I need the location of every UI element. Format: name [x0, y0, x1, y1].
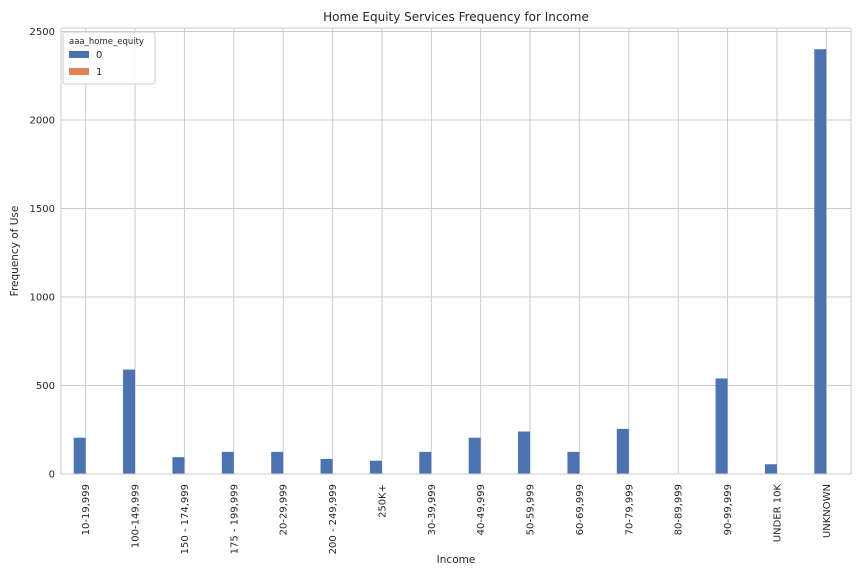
bar-layer	[73, 49, 827, 474]
bar-series-0-10	[567, 451, 580, 474]
x-tick-label: 100-149,999	[131, 484, 142, 548]
y-tick-label: 2500	[30, 27, 55, 38]
x-tick-label: 175 - 199,999	[229, 484, 240, 554]
x-tick-label: 50-59,999	[526, 484, 537, 535]
legend-label-0: 0	[96, 50, 102, 61]
x-tick-label: UNDER 10K	[772, 484, 783, 543]
bar-series-0-8	[468, 437, 481, 474]
bar-series-0-13	[715, 378, 728, 474]
plot-frame	[60, 27, 852, 475]
x-tick-label: 200 - 249,999	[328, 484, 339, 554]
x-tick-label: UNKNOWN	[822, 484, 833, 538]
legend: aaa_home_equity 0 1	[62, 31, 156, 85]
y-tick-label: 1500	[30, 204, 55, 215]
y-tick-label: 1000	[30, 293, 55, 304]
bar-series-0-11	[616, 428, 629, 474]
x-tick-label: 30-39,999	[427, 484, 438, 535]
bar-series-0-0	[73, 437, 86, 474]
bar-series-0-7	[419, 451, 432, 474]
bar-series-0-15	[814, 49, 827, 474]
x-tick-label: 250K+	[377, 484, 388, 518]
bar-series-0-9	[518, 431, 531, 474]
x-tick-label: 10-19,999	[81, 484, 92, 535]
legend-swatch-0	[69, 51, 89, 58]
bar-series-0-14	[764, 464, 777, 474]
chart-title: Home Equity Services Frequency for Incom…	[323, 10, 589, 24]
legend-swatch-1	[69, 68, 89, 75]
bar-series-0-1	[123, 369, 136, 474]
legend-label-1: 1	[96, 67, 102, 78]
x-tick-label: 70-79,999	[624, 484, 635, 535]
tick-layer: 0 500 1000 1500 2000 2500 10-19,999 100-149,999…	[30, 27, 833, 554]
y-tick-label: 2000	[30, 116, 55, 127]
bar-series-0-6	[369, 460, 382, 474]
y-tick-label: 0	[49, 470, 55, 481]
y-axis-label: Frequency of Use	[9, 206, 21, 297]
bar-series-0-2	[172, 457, 185, 474]
x-tick-label: 40-49,999	[476, 484, 487, 535]
x-tick-label: 60-69,999	[575, 484, 586, 535]
bar-series-0-3	[221, 451, 234, 474]
legend-title: aaa_home_equity	[69, 37, 144, 47]
x-tick-label: 20-29,999	[279, 484, 290, 535]
x-axis-label: Income	[437, 554, 476, 566]
bar-series-0-5	[320, 458, 333, 474]
bar-series-0-4	[271, 451, 284, 474]
x-tick-label: 90-99,999	[723, 484, 734, 535]
y-tick-label: 500	[36, 381, 55, 392]
x-tick-label: 150 - 174,999	[180, 484, 191, 554]
x-tick-label: 80-89,999	[674, 484, 685, 535]
